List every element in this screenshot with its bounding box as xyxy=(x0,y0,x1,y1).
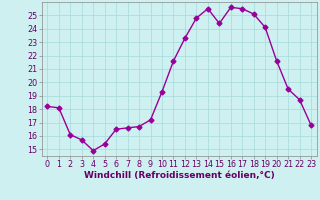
X-axis label: Windchill (Refroidissement éolien,°C): Windchill (Refroidissement éolien,°C) xyxy=(84,171,275,180)
